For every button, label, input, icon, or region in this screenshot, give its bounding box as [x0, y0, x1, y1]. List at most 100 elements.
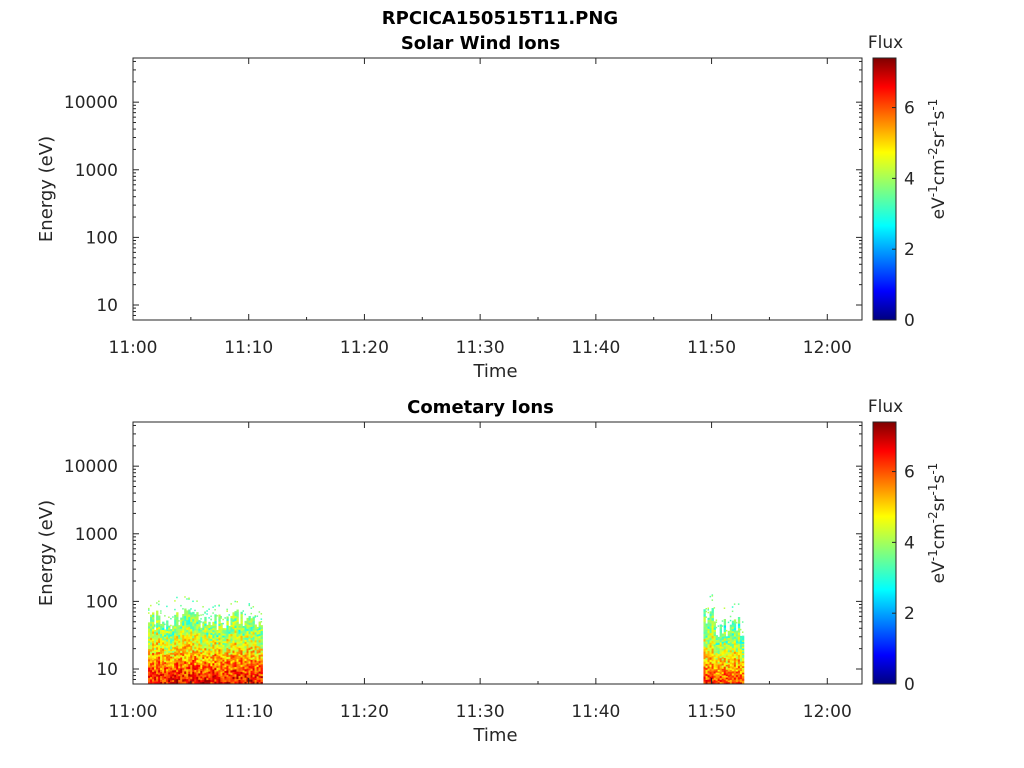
heatmap-cell — [703, 669, 706, 672]
heatmap-cell — [216, 635, 219, 638]
heatmap-cell — [248, 677, 251, 680]
heatmap-cell — [727, 645, 731, 648]
heatmap-cell — [176, 629, 179, 632]
heatmap-cell — [150, 617, 153, 620]
heatmap-cell — [204, 670, 207, 674]
heatmap-cell — [162, 644, 165, 647]
heatmap-cell — [202, 644, 205, 647]
heatmap-speckle — [715, 621, 718, 623]
heatmap-cell — [156, 642, 159, 646]
heatmap-cell — [222, 680, 225, 683]
colorbar-label: eV-1cm-2sr-1s-1 — [926, 463, 949, 584]
heatmap-cell — [713, 642, 716, 645]
heatmap-cell — [156, 632, 159, 636]
heatmap-cell — [725, 660, 729, 663]
heatmap-cell — [188, 664, 191, 667]
heatmap-cell — [200, 631, 203, 634]
heatmap-cell — [240, 628, 243, 632]
heatmap-cell — [164, 658, 167, 661]
heatmap-cell — [208, 659, 211, 662]
heatmap-cell — [214, 628, 217, 631]
heatmap-cell — [202, 623, 205, 627]
heatmap-cell — [168, 682, 171, 685]
heatmap-cell — [216, 638, 219, 642]
heatmap-cell — [218, 674, 221, 678]
heatmap-cell — [254, 656, 257, 659]
heatmap-cell — [244, 635, 247, 638]
heatmap-cell — [256, 645, 259, 649]
heatmap-cell — [192, 652, 195, 656]
heatmap-cell — [252, 659, 255, 662]
heatmap-cell — [254, 680, 257, 683]
heatmap-cell — [184, 673, 187, 677]
heatmap-cell — [164, 660, 167, 663]
heatmap-cell — [226, 679, 229, 683]
heatmap-cell — [733, 640, 737, 644]
heatmap-cell — [182, 632, 185, 636]
heatmap-cell — [180, 655, 183, 658]
heatmap-cell — [723, 623, 727, 626]
heatmap-cell — [713, 681, 716, 685]
heatmap-cell — [729, 666, 733, 669]
heatmap-cell — [719, 662, 722, 665]
heatmap-cell — [172, 633, 175, 636]
heatmap-cell — [725, 642, 729, 645]
heatmap-cell — [254, 662, 257, 665]
heatmap-cell — [152, 619, 155, 623]
heatmap-cell — [176, 624, 179, 627]
heatmap-cell — [717, 638, 720, 641]
heatmap-cell — [204, 634, 207, 638]
heatmap-cell — [254, 658, 257, 661]
heatmap-cell — [256, 649, 259, 652]
heatmap-speckle — [216, 615, 218, 617]
heatmap-cell — [182, 628, 185, 631]
heatmap-cell — [168, 635, 171, 638]
heatmap-cell — [230, 663, 233, 667]
heatmap-cell — [178, 682, 181, 685]
heatmap-speckle — [254, 616, 257, 618]
heatmap-cell — [254, 628, 257, 631]
heatmap-cell — [721, 636, 725, 639]
heatmap-cell — [192, 662, 195, 666]
heatmap-cell — [246, 679, 249, 683]
heatmap-cell — [735, 641, 739, 644]
heatmap-cell — [212, 642, 215, 645]
heatmap-cell — [713, 648, 716, 651]
heatmap-cell — [705, 661, 708, 665]
heatmap-cell — [721, 668, 725, 671]
heatmap-cell — [226, 620, 229, 624]
heatmap-cell — [176, 667, 179, 670]
heatmap-cell — [188, 656, 191, 660]
heatmap-cell — [208, 681, 211, 685]
heatmap-cell — [709, 613, 712, 617]
heatmap-cell — [232, 660, 235, 663]
heatmap-cell — [184, 636, 187, 640]
heatmap-cell — [158, 624, 161, 628]
heatmap-cell — [162, 621, 165, 625]
heatmap-cell — [735, 639, 739, 642]
heatmap-cell — [212, 659, 215, 662]
heatmap-cell — [715, 682, 718, 685]
heatmap-cell — [228, 668, 231, 671]
heatmap-cell — [190, 636, 193, 639]
heatmap-cell — [162, 636, 165, 639]
heatmap-cell — [214, 637, 217, 641]
heatmap-cell — [707, 639, 710, 643]
heatmap-cell — [741, 682, 745, 685]
heatmap-cell — [182, 679, 185, 682]
heatmap-cell — [170, 641, 173, 645]
heatmap-cell — [184, 681, 187, 685]
heatmap-cell — [224, 648, 227, 651]
heatmap-cell — [178, 646, 181, 650]
heatmap-cell — [170, 669, 173, 672]
heatmap-speckle — [218, 605, 220, 607]
heatmap-cell — [240, 669, 243, 673]
heatmap-cell — [725, 664, 729, 667]
heatmap-cell — [184, 668, 187, 672]
heatmap-cell — [230, 654, 233, 658]
heatmap-cell — [230, 679, 233, 683]
heatmap-cell — [254, 648, 257, 651]
heatmap-cell — [246, 637, 249, 641]
heatmap-cell — [244, 671, 247, 674]
heatmap-cell — [250, 627, 253, 630]
